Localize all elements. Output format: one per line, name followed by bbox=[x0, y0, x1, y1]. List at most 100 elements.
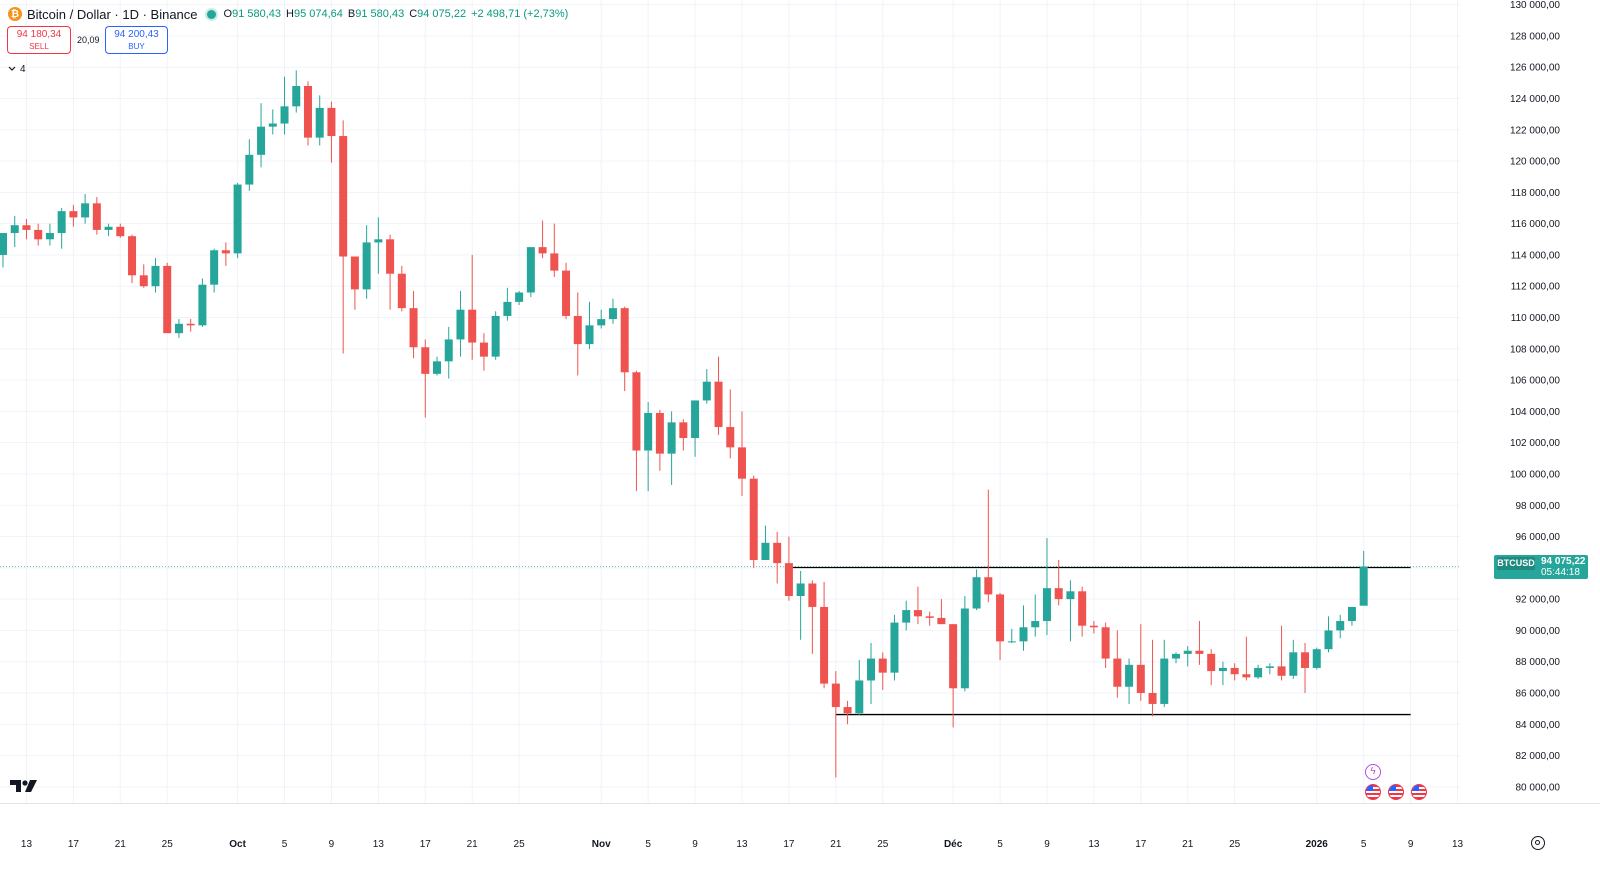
candle bbox=[327, 101, 336, 163]
candle bbox=[386, 234, 395, 310]
candle bbox=[1289, 639, 1298, 679]
candle-body bbox=[597, 319, 606, 326]
y-tick-label: 110 000,00 bbox=[1511, 313, 1561, 324]
candle-body bbox=[1301, 652, 1310, 668]
candle bbox=[1125, 658, 1134, 704]
candle-body bbox=[573, 315, 582, 345]
candle bbox=[257, 103, 266, 168]
candle bbox=[890, 614, 899, 681]
candle bbox=[737, 411, 746, 496]
candle bbox=[468, 254, 477, 360]
candle-body bbox=[843, 707, 852, 714]
candle-body bbox=[1007, 641, 1016, 643]
x-tick-label: 13 bbox=[373, 839, 385, 850]
y-tick-label: 96 000,00 bbox=[1516, 532, 1561, 543]
candle-body bbox=[468, 309, 477, 343]
candle bbox=[1218, 661, 1227, 686]
ohlc-close: C94 075,22 bbox=[409, 8, 467, 20]
candle-body bbox=[632, 372, 641, 451]
candle-body bbox=[726, 427, 735, 448]
sell-label: SELL bbox=[29, 42, 49, 51]
candle-body bbox=[245, 154, 254, 185]
price-tag-countdown: 05:44:18 bbox=[1541, 566, 1580, 578]
candle bbox=[116, 223, 125, 238]
candle bbox=[444, 326, 453, 379]
candle-body bbox=[1148, 692, 1157, 704]
candle-body bbox=[81, 203, 90, 218]
x-tick-label: 13 bbox=[736, 839, 748, 850]
candle bbox=[984, 489, 993, 603]
candle bbox=[1254, 664, 1263, 679]
candle-body bbox=[737, 447, 746, 479]
us-flag-event-icon[interactable] bbox=[1411, 784, 1427, 800]
candle-body bbox=[949, 624, 958, 689]
candle bbox=[186, 319, 195, 332]
symbol-title[interactable]: Bitcoin / Dollar · 1D · Binance bbox=[27, 6, 198, 22]
market-status-icon[interactable] bbox=[206, 9, 216, 19]
price-tag-price: 94 075,22 bbox=[1541, 555, 1586, 567]
candle-body bbox=[303, 85, 312, 138]
candle-body bbox=[1195, 650, 1204, 654]
y-tick-label: 104 000,00 bbox=[1510, 407, 1560, 418]
x-tick-label: Déc bbox=[944, 839, 963, 850]
flash-event-icon[interactable]: ϟ bbox=[1365, 764, 1381, 780]
candle-body bbox=[1359, 566, 1368, 606]
candle bbox=[339, 120, 348, 354]
tradingview-logo-icon[interactable] bbox=[10, 778, 38, 794]
candle-body bbox=[562, 270, 571, 316]
indicators-toggle[interactable]: 4 bbox=[8, 62, 34, 76]
candle bbox=[1301, 642, 1310, 693]
candle-body bbox=[1031, 621, 1040, 628]
time-axis: 13 17 21 25 Oct 5 9 13 17 21 25 Nov 5 9 13 17 21 25 Déc 5 9 1… bbox=[21, 839, 1464, 850]
candle bbox=[1359, 551, 1368, 606]
candle bbox=[808, 580, 817, 654]
candle bbox=[350, 256, 359, 310]
candle bbox=[92, 197, 101, 235]
x-tick-label: 9 bbox=[1408, 839, 1414, 850]
sell-button[interactable]: 94 180,34 SELL bbox=[7, 26, 71, 54]
candle bbox=[949, 624, 958, 728]
candles bbox=[0, 70, 1368, 778]
candle bbox=[128, 234, 137, 284]
candle-body bbox=[702, 381, 711, 401]
us-flag-event-icon[interactable] bbox=[1365, 784, 1381, 800]
candle bbox=[913, 586, 922, 625]
candle bbox=[1336, 614, 1345, 639]
candle bbox=[362, 225, 371, 299]
candle bbox=[1078, 586, 1087, 637]
candle bbox=[1113, 630, 1122, 698]
y-tick-label: 128 000,00 bbox=[1510, 31, 1560, 42]
candle-body bbox=[139, 275, 148, 287]
candle bbox=[1148, 639, 1157, 717]
buy-button[interactable]: 94 200,43 BUY bbox=[105, 26, 168, 54]
candle bbox=[22, 218, 31, 240]
candle bbox=[174, 319, 183, 338]
candle bbox=[702, 369, 711, 404]
y-tick-label: 98 000,00 bbox=[1516, 501, 1561, 512]
settings-gear-icon[interactable] bbox=[1531, 836, 1545, 850]
candle-body bbox=[925, 616, 934, 618]
candle-body bbox=[1230, 667, 1239, 675]
candle bbox=[210, 248, 219, 293]
candle-body bbox=[1136, 664, 1145, 693]
candle bbox=[303, 81, 312, 146]
candle bbox=[667, 411, 676, 485]
candle bbox=[820, 581, 829, 689]
candle-body bbox=[655, 412, 664, 454]
candle bbox=[34, 223, 43, 246]
candle-body bbox=[878, 658, 887, 673]
candle-body bbox=[456, 309, 465, 340]
candle-body bbox=[479, 342, 488, 357]
candle bbox=[1172, 652, 1180, 664]
us-flag-event-icon[interactable] bbox=[1388, 784, 1404, 800]
candle bbox=[1089, 621, 1098, 634]
candle-body bbox=[1089, 625, 1098, 628]
candle bbox=[233, 182, 242, 259]
candle-body bbox=[128, 236, 137, 276]
candle-body bbox=[221, 250, 230, 254]
y-tick-label: 108 000,00 bbox=[1510, 344, 1560, 355]
x-tick-label: 21 bbox=[115, 839, 127, 850]
candle-body bbox=[233, 184, 242, 254]
x-tick-label: 9 bbox=[329, 839, 335, 850]
